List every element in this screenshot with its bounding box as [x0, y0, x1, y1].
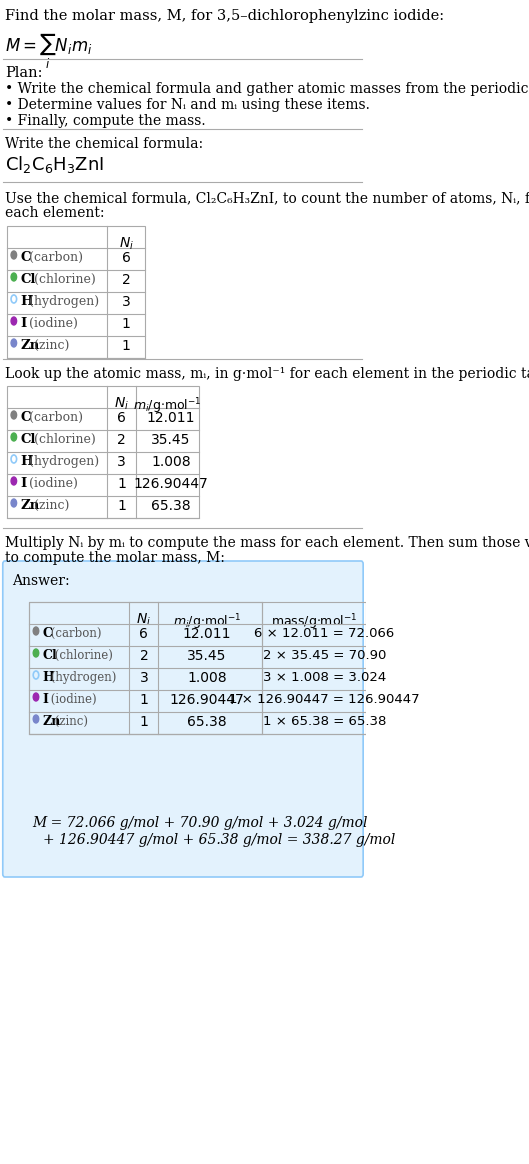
Text: 6: 6 [140, 627, 148, 641]
Text: Cl: Cl [20, 433, 35, 446]
Text: $m_i/\mathrm{g{\cdot}mol^{-1}}$: $m_i/\mathrm{g{\cdot}mol^{-1}}$ [133, 396, 202, 416]
Bar [29, 602, 262, 734]
Text: Find the molar mass, M, for 3,5–dichlorophenylzinc iodide:: Find the molar mass, M, for 3,5–dichloro… [5, 9, 444, 23]
Text: 1.008: 1.008 [151, 455, 190, 469]
Bar [29, 602, 366, 734]
Text: Zn: Zn [20, 339, 39, 352]
Text: C: C [20, 411, 31, 424]
Text: Multiply Nᵢ by mᵢ to compute the mass for each element. Then sum those values: Multiply Nᵢ by mᵢ to compute the mass fo… [5, 535, 529, 551]
Text: 65.38: 65.38 [187, 715, 226, 729]
Text: 1: 1 [122, 339, 131, 353]
Text: $N_i$: $N_i$ [136, 612, 151, 629]
Text: Zn: Zn [42, 715, 61, 728]
Text: (zinc): (zinc) [30, 339, 69, 352]
Text: $M = \sum_i N_i m_i$: $M = \sum_i N_i m_i$ [5, 31, 92, 71]
Text: each element:: each element: [5, 206, 104, 220]
Text: 1: 1 [122, 317, 131, 331]
Text: Zn: Zn [20, 499, 39, 512]
Text: (chlorine): (chlorine) [51, 650, 113, 662]
Circle shape [11, 499, 16, 508]
Circle shape [11, 433, 16, 441]
Text: I: I [20, 317, 26, 331]
Text: 2: 2 [117, 433, 126, 447]
Circle shape [11, 251, 16, 260]
Text: $\mathrm{mass/g{\cdot}mol^{-1}}$: $\mathrm{mass/g{\cdot}mol^{-1}}$ [271, 612, 357, 632]
Text: $\mathrm{Cl_2C_6H_3ZnI}$: $\mathrm{Cl_2C_6H_3ZnI}$ [5, 154, 104, 175]
Text: 6 × 12.011 = 72.066: 6 × 12.011 = 72.066 [254, 627, 395, 640]
Text: • Finally, compute the mass.: • Finally, compute the mass. [5, 114, 205, 128]
Text: H: H [42, 670, 54, 684]
Text: 6: 6 [117, 411, 126, 425]
Text: 1: 1 [117, 499, 126, 513]
Text: H: H [20, 455, 33, 468]
Text: $N_i$: $N_i$ [114, 396, 129, 412]
Text: C: C [20, 251, 31, 264]
Text: 1 × 65.38 = 65.38: 1 × 65.38 = 65.38 [263, 715, 386, 728]
Text: 1: 1 [117, 477, 126, 491]
Text: M = 72.066 g/mol + 70.90 g/mol + 3.024 g/mol: M = 72.066 g/mol + 70.90 g/mol + 3.024 g… [32, 816, 368, 830]
Text: C: C [42, 627, 52, 640]
Text: Use the chemical formula, Cl₂C₆H₃ZnI, to count the number of atoms, Nᵢ, for: Use the chemical formula, Cl₂C₆H₃ZnI, to… [5, 191, 529, 205]
Circle shape [11, 317, 16, 325]
Circle shape [11, 477, 16, 485]
Text: 2: 2 [140, 650, 148, 663]
Text: I: I [20, 477, 26, 490]
Text: $N_i$: $N_i$ [118, 236, 134, 253]
Circle shape [33, 650, 39, 656]
Circle shape [33, 715, 39, 723]
Text: 3: 3 [140, 670, 148, 684]
Text: 12.011: 12.011 [183, 627, 231, 641]
Text: 2 × 35.45 = 70.90: 2 × 35.45 = 70.90 [263, 650, 386, 662]
Text: 2: 2 [122, 274, 131, 288]
Circle shape [11, 339, 16, 347]
Text: I: I [42, 693, 48, 707]
Text: H: H [20, 294, 33, 308]
Text: Answer:: Answer: [12, 574, 69, 588]
Text: 126.90447: 126.90447 [169, 693, 244, 707]
Text: 65.38: 65.38 [151, 499, 190, 513]
Text: + 126.90447 g/mol + 65.38 g/mol = 338.27 g/mol: + 126.90447 g/mol + 65.38 g/mol = 338.27… [43, 833, 395, 847]
Text: (hydrogen): (hydrogen) [25, 294, 99, 308]
Text: 35.45: 35.45 [151, 433, 190, 447]
Text: $m_i/\mathrm{g{\cdot}mol^{-1}}$: $m_i/\mathrm{g{\cdot}mol^{-1}}$ [172, 612, 241, 632]
Text: • Determine values for Nᵢ and mᵢ using these items.: • Determine values for Nᵢ and mᵢ using t… [5, 98, 370, 112]
Circle shape [33, 627, 39, 636]
Text: (chlorine): (chlorine) [30, 274, 96, 286]
Text: Plan:: Plan: [5, 66, 42, 80]
Text: Cl: Cl [20, 274, 35, 286]
Text: Cl: Cl [42, 650, 57, 662]
Text: 3 × 1.008 = 3.024: 3 × 1.008 = 3.024 [263, 670, 386, 684]
Text: (iodine): (iodine) [25, 317, 78, 331]
Bar [7, 226, 145, 359]
Circle shape [33, 693, 39, 701]
Text: 1: 1 [140, 715, 148, 729]
Text: (iodine): (iodine) [25, 477, 78, 490]
Text: (carbon): (carbon) [25, 251, 83, 264]
Text: 12.011: 12.011 [147, 411, 195, 425]
Circle shape [11, 411, 16, 419]
Text: to compute the molar mass, M:: to compute the molar mass, M: [5, 551, 225, 565]
Text: • Write the chemical formula and gather atomic masses from the periodic table.: • Write the chemical formula and gather … [5, 81, 529, 95]
Text: Write the chemical formula:: Write the chemical formula: [5, 137, 203, 151]
Text: 6: 6 [122, 251, 131, 265]
Text: 126.90447: 126.90447 [133, 477, 208, 491]
Text: 1.008: 1.008 [187, 670, 226, 684]
Text: (carbon): (carbon) [25, 411, 83, 424]
Text: 1: 1 [140, 693, 148, 707]
Bar [7, 386, 198, 518]
Text: 3: 3 [117, 455, 126, 469]
Circle shape [11, 274, 16, 281]
Text: (zinc): (zinc) [30, 499, 69, 512]
Text: 35.45: 35.45 [187, 650, 226, 663]
Text: 1 × 126.90447 = 126.90447: 1 × 126.90447 = 126.90447 [229, 693, 419, 707]
Text: (hydrogen): (hydrogen) [47, 670, 116, 684]
Text: (chlorine): (chlorine) [30, 433, 96, 446]
Text: (hydrogen): (hydrogen) [25, 455, 99, 468]
FancyBboxPatch shape [3, 561, 363, 876]
Text: (carbon): (carbon) [47, 627, 102, 640]
Text: Look up the atomic mass, mᵢ, in g·mol⁻¹ for each element in the periodic table:: Look up the atomic mass, mᵢ, in g·mol⁻¹ … [5, 367, 529, 381]
Text: 3: 3 [122, 294, 131, 308]
Text: (iodine): (iodine) [47, 693, 97, 707]
Text: (zinc): (zinc) [51, 715, 88, 728]
